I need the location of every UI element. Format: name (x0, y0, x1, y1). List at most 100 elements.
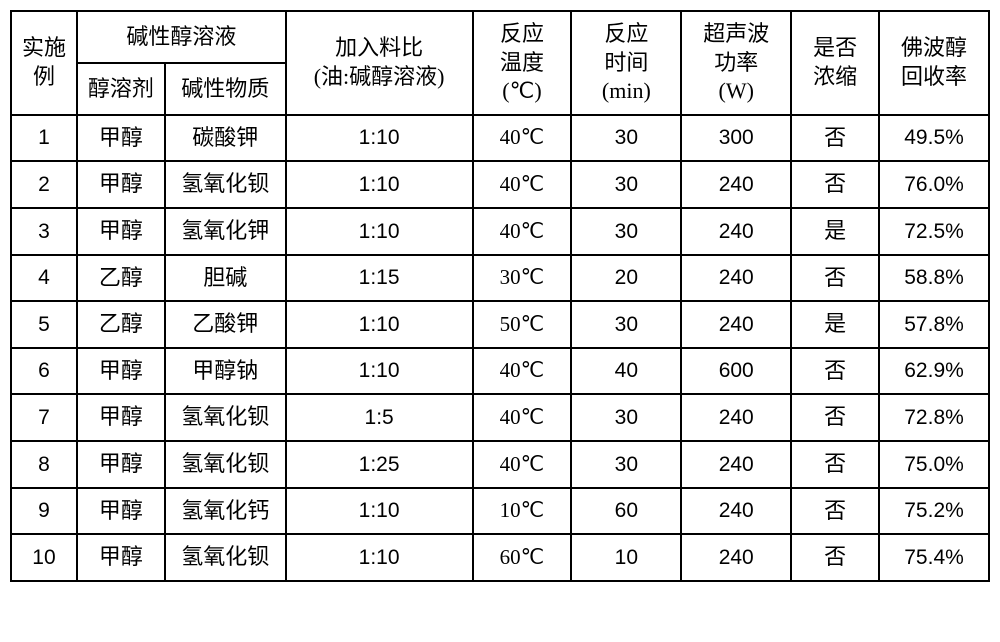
cell-recovery: 75.4% (879, 534, 989, 581)
cell-solvent: 甲醇 (77, 208, 165, 255)
cell-power: 240 (681, 208, 791, 255)
cell-temp: 40℃ (473, 161, 572, 208)
cell-ratio: 1:10 (286, 208, 473, 255)
cell-concentrated: 是 (791, 208, 879, 255)
cell-time: 40 (571, 348, 681, 395)
cell-index: 1 (11, 115, 77, 162)
cell-power: 240 (681, 534, 791, 581)
cell-ratio: 1:10 (286, 488, 473, 535)
cell-time: 30 (571, 441, 681, 488)
header-time: 反应时间(min) (571, 11, 681, 115)
cell-power: 240 (681, 394, 791, 441)
header-alkaline-solution-group: 碱性醇溶液 (77, 11, 286, 63)
cell-index: 7 (11, 394, 77, 441)
cell-concentrated: 否 (791, 394, 879, 441)
cell-power: 240 (681, 441, 791, 488)
table-row: 9甲醇氢氧化钙1:1010℃60240否75.2% (11, 488, 989, 535)
cell-recovery: 75.2% (879, 488, 989, 535)
header-power: 超声波功率(W) (681, 11, 791, 115)
cell-alkali: 氢氧化钡 (165, 161, 286, 208)
cell-temp: 30℃ (473, 255, 572, 302)
cell-power: 240 (681, 301, 791, 348)
table-row: 5乙醇乙酸钾1:1050℃30240是57.8% (11, 301, 989, 348)
cell-temp: 50℃ (473, 301, 572, 348)
cell-power: 600 (681, 348, 791, 395)
cell-index: 4 (11, 255, 77, 302)
table-row: 4乙醇胆碱1:1530℃20240否58.8% (11, 255, 989, 302)
header-solvent: 醇溶剂 (77, 63, 165, 115)
cell-temp: 40℃ (473, 115, 572, 162)
cell-concentrated: 否 (791, 488, 879, 535)
cell-solvent: 甲醇 (77, 441, 165, 488)
cell-index: 3 (11, 208, 77, 255)
cell-alkali: 乙酸钾 (165, 301, 286, 348)
cell-ratio: 1:10 (286, 161, 473, 208)
cell-ratio: 1:25 (286, 441, 473, 488)
experiment-table: 实施例 碱性醇溶液 加入料比(油:碱醇溶液) 反应温度(℃) 反应时间(min)… (10, 10, 990, 582)
cell-power: 300 (681, 115, 791, 162)
cell-temp: 40℃ (473, 441, 572, 488)
cell-index: 5 (11, 301, 77, 348)
cell-concentrated: 否 (791, 115, 879, 162)
table-row: 6甲醇甲醇钠1:1040℃40600否62.9% (11, 348, 989, 395)
cell-concentrated: 否 (791, 255, 879, 302)
cell-concentrated: 否 (791, 348, 879, 395)
cell-solvent: 甲醇 (77, 534, 165, 581)
cell-temp: 40℃ (473, 208, 572, 255)
cell-solvent: 乙醇 (77, 255, 165, 302)
cell-solvent: 甲醇 (77, 394, 165, 441)
cell-ratio: 1:10 (286, 348, 473, 395)
cell-time: 20 (571, 255, 681, 302)
cell-solvent: 甲醇 (77, 488, 165, 535)
header-temp: 反应温度(℃) (473, 11, 572, 115)
cell-alkali: 氢氧化钡 (165, 441, 286, 488)
cell-power: 240 (681, 161, 791, 208)
cell-concentrated: 否 (791, 161, 879, 208)
cell-alkali: 胆碱 (165, 255, 286, 302)
cell-recovery: 76.0% (879, 161, 989, 208)
cell-time: 30 (571, 161, 681, 208)
table-body: 1甲醇碳酸钾1:1040℃30300否49.5%2甲醇氢氧化钡1:1040℃30… (11, 115, 989, 581)
cell-alkali: 氢氧化钡 (165, 394, 286, 441)
table-row: 2甲醇氢氧化钡1:1040℃30240否76.0% (11, 161, 989, 208)
cell-temp: 40℃ (473, 394, 572, 441)
cell-power: 240 (681, 255, 791, 302)
cell-solvent: 甲醇 (77, 161, 165, 208)
cell-time: 10 (571, 534, 681, 581)
cell-time: 30 (571, 394, 681, 441)
cell-index: 10 (11, 534, 77, 581)
cell-time: 60 (571, 488, 681, 535)
cell-concentrated: 否 (791, 441, 879, 488)
cell-concentrated: 否 (791, 534, 879, 581)
header-concentrated: 是否浓缩 (791, 11, 879, 115)
cell-ratio: 1:5 (286, 394, 473, 441)
table-row: 7甲醇氢氧化钡1:540℃30240否72.8% (11, 394, 989, 441)
cell-index: 8 (11, 441, 77, 488)
cell-solvent: 甲醇 (77, 115, 165, 162)
cell-solvent: 乙醇 (77, 301, 165, 348)
cell-concentrated: 是 (791, 301, 879, 348)
table-row: 8甲醇氢氧化钡1:2540℃30240否75.0% (11, 441, 989, 488)
cell-ratio: 1:10 (286, 534, 473, 581)
header-example-no: 实施例 (11, 11, 77, 115)
cell-recovery: 57.8% (879, 301, 989, 348)
cell-solvent: 甲醇 (77, 348, 165, 395)
cell-alkali: 碳酸钾 (165, 115, 286, 162)
header-alkali: 碱性物质 (165, 63, 286, 115)
cell-time: 30 (571, 208, 681, 255)
cell-time: 30 (571, 115, 681, 162)
table-row: 1甲醇碳酸钾1:1040℃30300否49.5% (11, 115, 989, 162)
cell-alkali: 氢氧化钾 (165, 208, 286, 255)
table-row: 10甲醇氢氧化钡1:1060℃10240否75.4% (11, 534, 989, 581)
header-recovery: 佛波醇回收率 (879, 11, 989, 115)
cell-ratio: 1:10 (286, 301, 473, 348)
cell-ratio: 1:15 (286, 255, 473, 302)
cell-recovery: 75.0% (879, 441, 989, 488)
header-ratio: 加入料比(油:碱醇溶液) (286, 11, 473, 115)
cell-index: 6 (11, 348, 77, 395)
cell-ratio: 1:10 (286, 115, 473, 162)
cell-temp: 60℃ (473, 534, 572, 581)
cell-temp: 40℃ (473, 348, 572, 395)
table-header: 实施例 碱性醇溶液 加入料比(油:碱醇溶液) 反应温度(℃) 反应时间(min)… (11, 11, 989, 115)
cell-recovery: 72.8% (879, 394, 989, 441)
